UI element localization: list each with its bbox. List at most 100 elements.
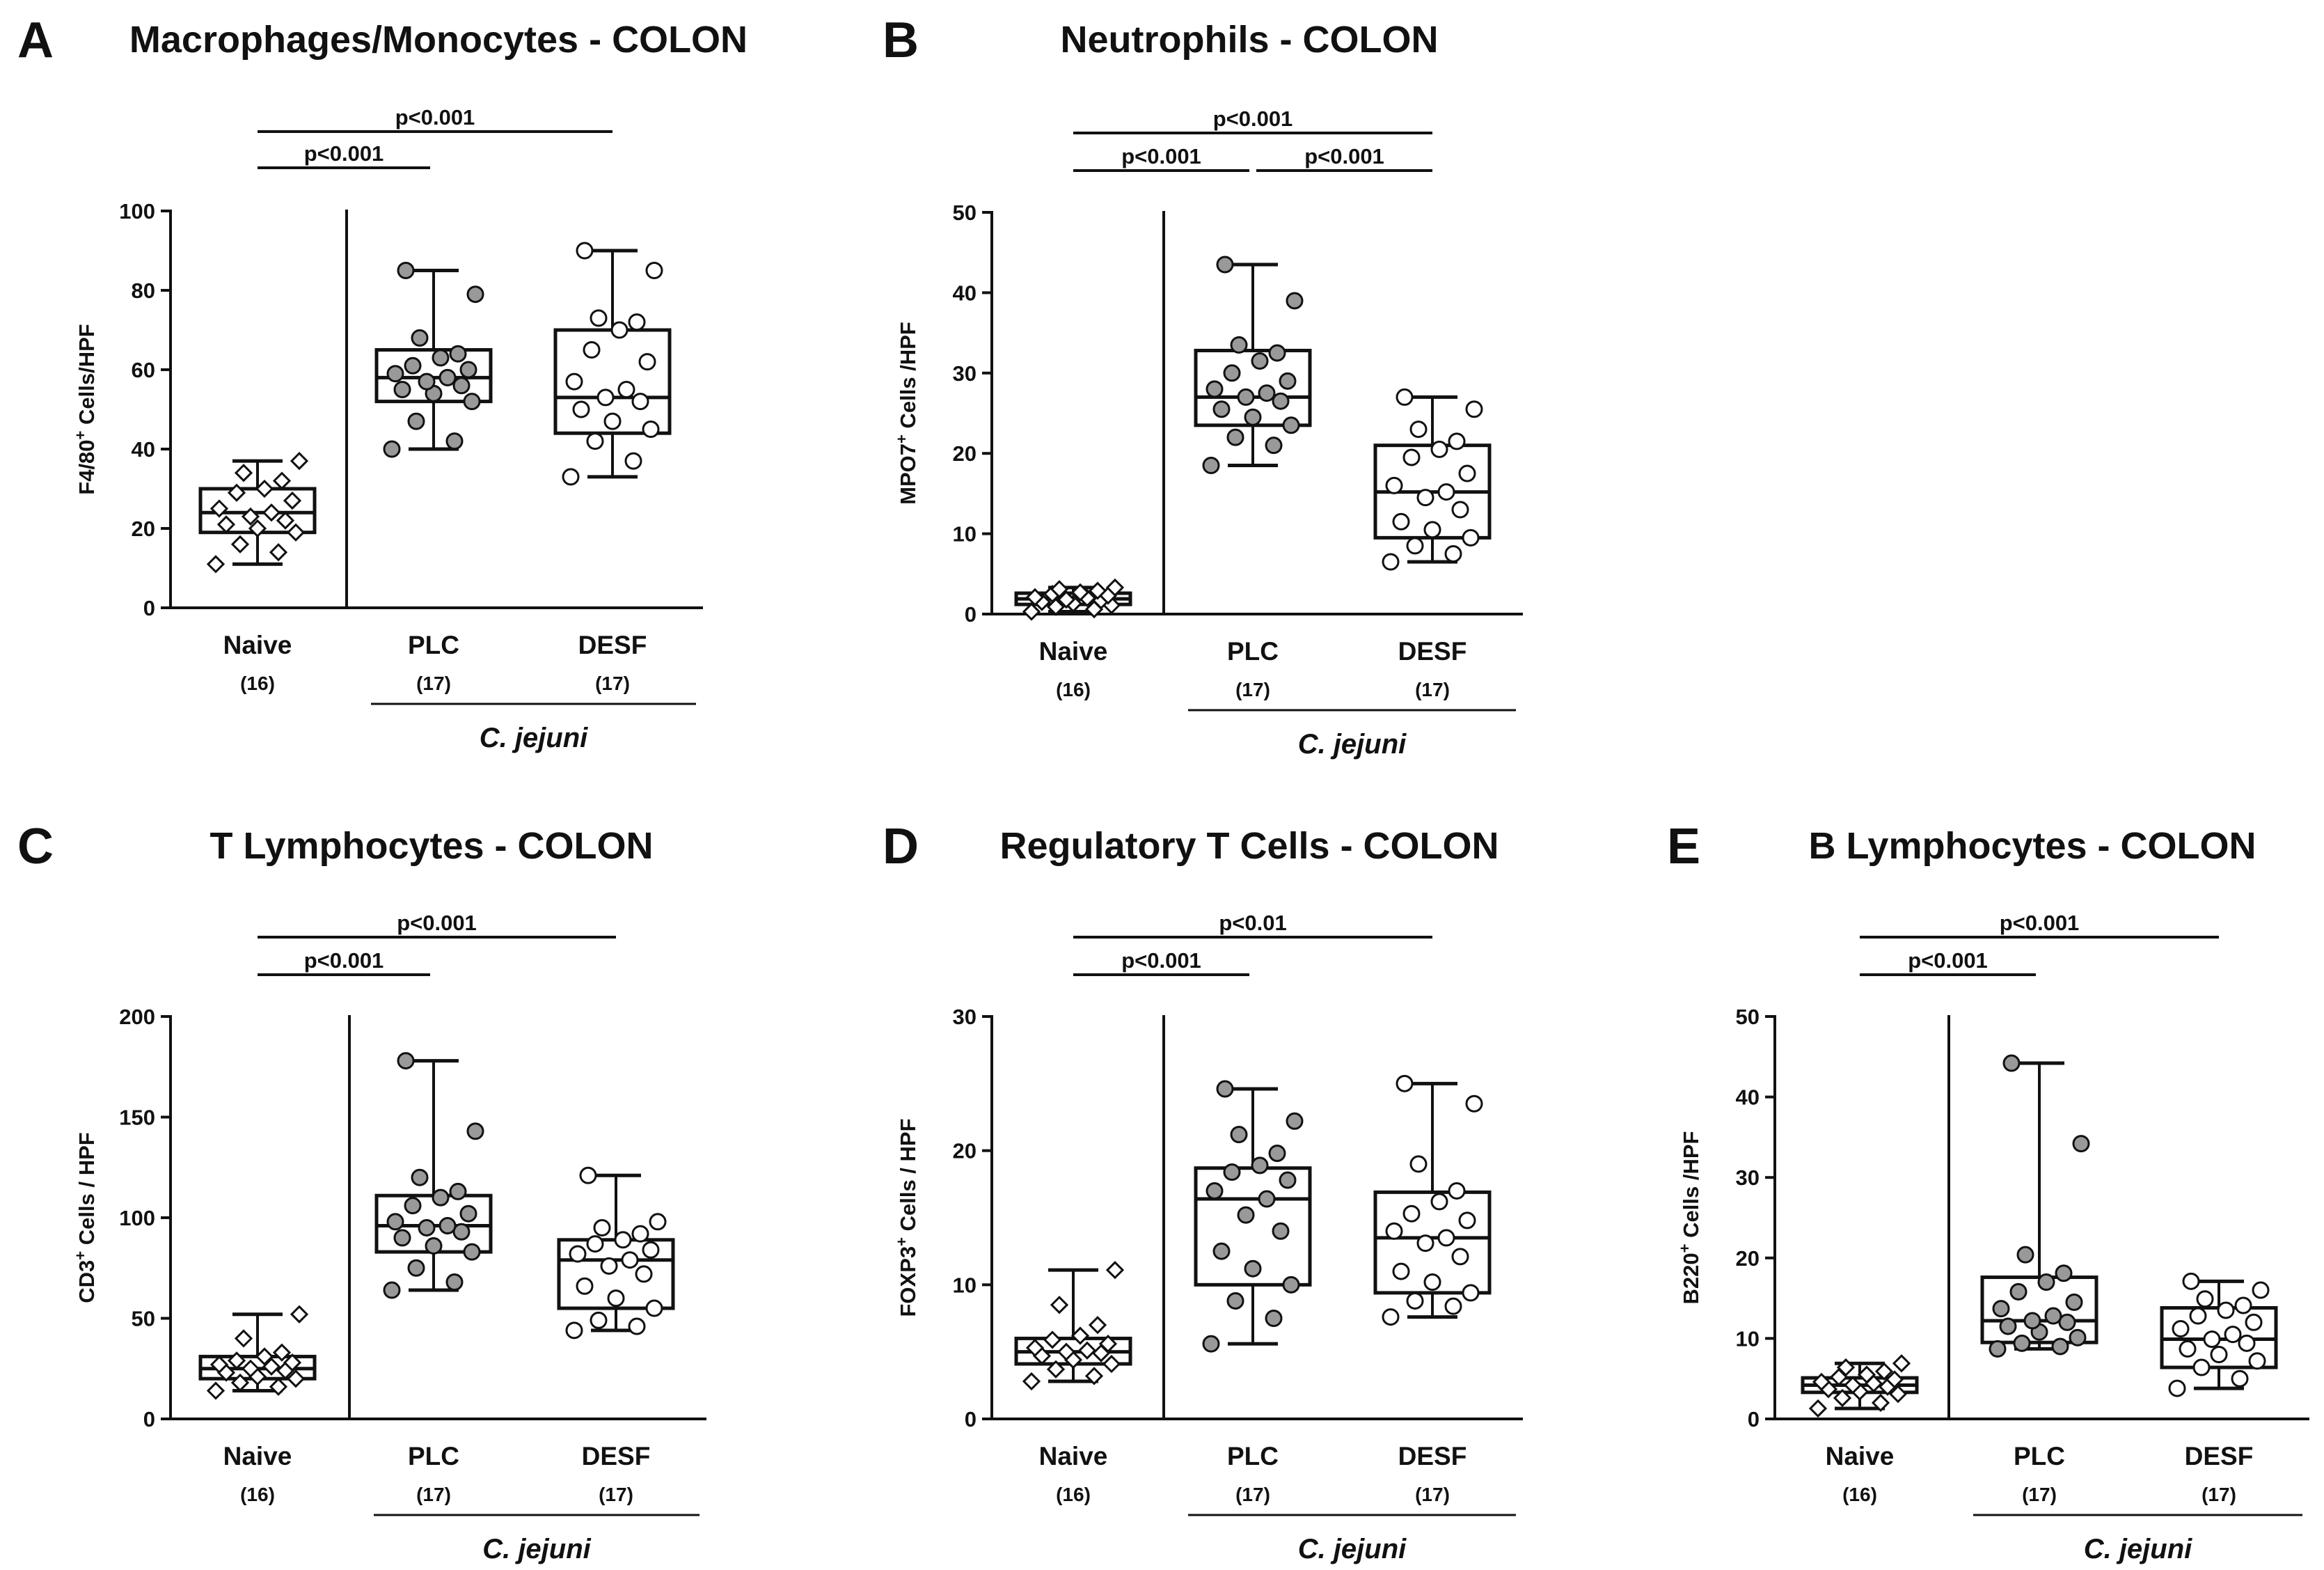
y-tick-label: 0 [965,602,977,627]
data-point [290,451,309,471]
data-point [593,1218,611,1237]
data-point [393,1229,411,1247]
significance-label: p<0.01 [1219,911,1286,935]
panel-a: A Macrophages/Monocytes - COLON 0 20 40 60 80 1… [17,13,748,753]
data-point [631,393,649,411]
x-category-n: (17) [1235,1484,1270,1505]
data-point [1888,1385,1908,1404]
data-point [1251,1156,1269,1175]
data-point [1272,1222,1290,1240]
data-point [1216,1080,1234,1098]
panel-title: Neutrophils - COLON [1061,19,1439,61]
panel-c: C T Lymphocytes - COLON 0 50 100 150 200 CD3+ C… [17,819,706,1564]
y-tick-label: 40 [132,437,155,462]
data-point [638,353,656,371]
data-point [2231,1369,2249,1388]
data-point [383,1281,401,1299]
data-point [1057,590,1076,609]
data-point [241,1359,260,1378]
data-point [1237,388,1255,406]
y-tick-label: 50 [132,1307,155,1331]
y-axis-label-rest: Cells/HPF [74,324,99,430]
data-point [466,285,484,304]
data-point [407,1259,425,1277]
data-point [1874,1362,1894,1381]
x-category-label: DESF [1398,1442,1467,1470]
y-axis-label: B220+ Cells /HPF [1676,1131,1703,1305]
y-tick-label: 30 [953,1005,977,1029]
data-point [590,1311,608,1329]
data-point [2217,1301,2235,1319]
group-label: C. jejuni [2084,1534,2192,1564]
data-point [1836,1358,1856,1377]
significance-label: p<0.001 [395,105,475,129]
data-point [2023,1312,2041,1330]
x-category-label: DESF [582,1442,651,1470]
data-point [411,1168,429,1186]
data-point [1416,1234,1434,1253]
data-point [2224,1326,2242,1344]
x-category-n: (17) [1415,1484,1450,1505]
x-category-label: DESF [2185,1442,2254,1470]
panel-b: B Neutrophils - COLON 0 10 20 30 40 50 MPO7+ Cel… [883,13,1523,760]
x-category-n: (17) [416,1484,451,1505]
data-point [1458,464,1476,482]
data-point [2252,1281,2270,1299]
y-tick-label: 60 [132,358,155,382]
data-point [411,329,429,347]
data-point [1025,588,1045,606]
data-point [635,1265,653,1283]
data-point [459,1204,477,1223]
data-point [590,309,608,327]
data-point [445,432,464,450]
x-category-n: (16) [1842,1484,1877,1505]
data-point [596,388,615,407]
data-point [2179,1340,2197,1358]
data-point [1382,553,1400,571]
y-axis-label: MPO7+ Cells /HPF [893,322,920,505]
x-category-n: (16) [240,1484,275,1505]
significance-label: p<0.001 [397,911,477,935]
data-point [624,452,642,470]
x-category-label: Naive [223,1442,292,1470]
data-point [383,440,401,458]
data-point [230,535,250,554]
x-category-n: (17) [416,673,451,694]
data-point [459,361,477,379]
x-category-n: (17) [1415,679,1450,700]
data-point [600,1257,618,1275]
data-point [1892,1354,1911,1373]
data-point [1992,1300,2010,1318]
data-point [397,1052,415,1070]
data-point [1070,1326,1090,1345]
data-point [621,1251,639,1269]
x-category-label: PLC [1227,637,1279,666]
x-category-label: PLC [408,631,459,659]
box-desf [553,242,672,486]
box-desf [2160,1272,2278,1397]
data-point [614,1231,632,1249]
data-point [1402,1204,1421,1223]
data-point [1272,392,1290,410]
data-point [1265,1310,1283,1327]
data-point [1102,1354,1121,1374]
x-category-label: PLC [2014,1442,2065,1470]
data-point [404,1197,422,1215]
data-point [1025,1338,1045,1358]
data-point [1857,1365,1876,1384]
data-point [230,1373,250,1392]
y-tick-label: 20 [953,441,977,466]
data-point [603,412,622,430]
box-desf [1373,388,1492,571]
data-point [2196,1290,2214,1308]
box-iqr [1373,1190,1492,1295]
data-point [1382,1308,1400,1326]
data-point [1989,1340,2007,1358]
data-point [1392,512,1410,531]
y-axis-label: CD3+ Cells / HPF [72,1132,99,1303]
data-point [2055,1264,2073,1282]
box-naive [1014,578,1132,621]
y-tick-label: 0 [143,596,155,620]
data-point [576,1277,594,1295]
y-tick-label: 10 [953,1273,977,1297]
